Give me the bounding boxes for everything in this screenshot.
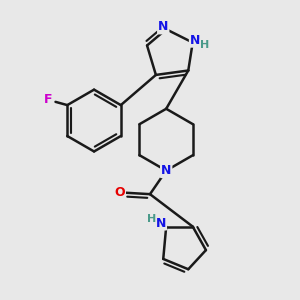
Text: N: N <box>190 34 200 47</box>
Text: N: N <box>161 164 171 177</box>
Text: N: N <box>158 20 168 33</box>
Text: F: F <box>44 93 52 106</box>
Text: O: O <box>114 186 125 199</box>
Text: H: H <box>147 214 156 224</box>
Text: H: H <box>200 40 210 50</box>
Text: N: N <box>156 217 166 230</box>
